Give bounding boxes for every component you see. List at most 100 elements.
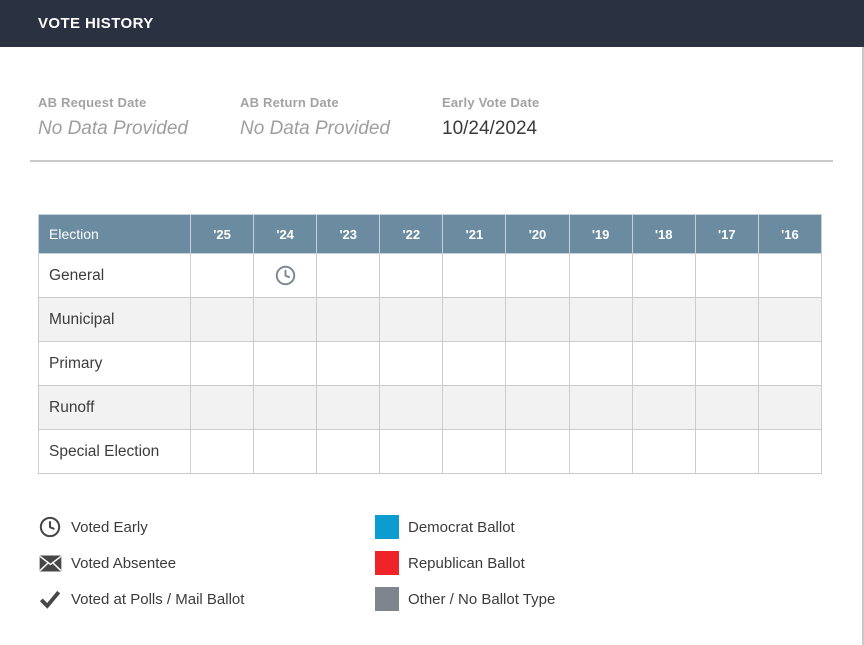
legend-column-icons: Voted Early Voted Absentee Voted at Polls … — [38, 515, 375, 623]
clock-icon — [39, 516, 61, 538]
clock-icon-box — [38, 515, 62, 539]
legend-item-voted-absentee: Voted Absentee — [38, 551, 375, 575]
election-column-header: Election — [38, 214, 191, 254]
table-row: Runoff — [38, 385, 823, 430]
legend-label: Other / No Ballot Type — [408, 590, 556, 608]
vote-cell — [631, 297, 696, 342]
vote-cell — [253, 253, 318, 298]
vote-cell — [505, 253, 570, 298]
vote-cell — [189, 297, 255, 342]
vote-cell — [568, 385, 633, 430]
ab-return-date-value: No Data Provided — [240, 118, 390, 139]
legend-item-other-ballot-type: Other / No Ballot Type — [375, 587, 555, 611]
year-column-header: '18 — [631, 214, 696, 254]
legend-item-voted-early: Voted Early — [38, 515, 375, 539]
table-row: Primary — [38, 341, 823, 386]
vote-cell — [189, 253, 255, 298]
election-type-label: Municipal — [38, 297, 191, 342]
envelope-icon-box — [38, 551, 62, 575]
check-icon-box — [38, 587, 62, 611]
table-row: Municipal — [38, 297, 823, 342]
vote-cell — [757, 341, 823, 386]
vote-cell — [442, 253, 507, 298]
vote-cell — [694, 385, 759, 430]
ab-request-date-label: AB Request Date — [38, 95, 147, 110]
vote-cell — [379, 253, 444, 298]
vote-cell — [757, 429, 823, 474]
vote-cell — [379, 341, 444, 386]
ab-return-date-field: AB Return Date No Data Provided — [240, 95, 442, 142]
democrat-ballot-swatch — [375, 515, 399, 539]
year-column-header: '22 — [379, 214, 444, 254]
vote-cell — [568, 429, 633, 474]
legend-label: Republican Ballot — [408, 554, 525, 572]
vote-cell — [505, 429, 570, 474]
voted-early-icon — [275, 265, 295, 286]
vote-cell — [442, 429, 507, 474]
vote-cell — [568, 297, 633, 342]
year-column-header: '24 — [253, 214, 318, 254]
vote-cell — [694, 297, 759, 342]
vote-cell — [253, 297, 318, 342]
table-row: General — [38, 253, 823, 298]
vote-cell — [316, 341, 381, 386]
vote-cell — [316, 253, 381, 298]
vote-cell — [505, 341, 570, 386]
vote-cell — [253, 341, 318, 386]
section-divider — [30, 160, 833, 162]
vote-cell — [757, 253, 823, 298]
vote-cell — [694, 253, 759, 298]
vote-cell — [694, 429, 759, 474]
election-type-label: Runoff — [38, 385, 191, 430]
page-title: VOTE HISTORY — [38, 15, 154, 32]
vote-cell — [442, 385, 507, 430]
vote-cell — [379, 297, 444, 342]
vote-cell — [189, 385, 255, 430]
ab-request-date-field: AB Request Date No Data Provided — [38, 95, 240, 142]
early-vote-date-value: 10/24/2024 — [442, 118, 538, 139]
year-column-header: '25 — [189, 214, 255, 254]
table-body: General Municipal Primary Runoff Special Ele… — [38, 253, 823, 474]
legend-item-republican-ballot: Republican Ballot — [375, 551, 555, 575]
vote-cell — [379, 429, 444, 474]
vote-cell — [189, 341, 255, 386]
year-column-header: '16 — [757, 214, 823, 254]
early-vote-date-field: Early Vote Date 10/24/2024 — [442, 95, 644, 142]
year-column-header: '20 — [505, 214, 570, 254]
early-vote-date-label: Early Vote Date — [442, 95, 540, 110]
summary-fields: AB Request Date No Data Provided AB Retu… — [0, 47, 864, 142]
year-column-header: '19 — [568, 214, 633, 254]
legend-label: Voted at Polls / Mail Ballot — [71, 590, 245, 608]
legend-label: Democrat Ballot — [408, 518, 515, 536]
ab-request-date-value: No Data Provided — [38, 118, 188, 139]
vote-cell — [379, 385, 444, 430]
election-type-label: Primary — [38, 341, 191, 386]
table-row: Special Election — [38, 429, 823, 474]
republican-ballot-swatch — [375, 551, 399, 575]
other-ballot-type-swatch — [375, 587, 399, 611]
vote-cell — [505, 297, 570, 342]
vote-cell — [253, 385, 318, 430]
vote-history-table: Election '25'24'23'22'21'20'19'18'17'16 … — [38, 214, 823, 474]
vote-cell — [316, 429, 381, 474]
vote-cell — [568, 253, 633, 298]
vote-cell — [316, 385, 381, 430]
year-column-header: '21 — [442, 214, 507, 254]
vote-cell — [757, 297, 823, 342]
vote-cell — [757, 385, 823, 430]
page-right-border — [862, 47, 864, 645]
table-header-row: Election '25'24'23'22'21'20'19'18'17'16 — [38, 214, 823, 254]
legend-item-democrat-ballot: Democrat Ballot — [375, 515, 555, 539]
vote-cell — [631, 253, 696, 298]
year-column-header: '17 — [694, 214, 759, 254]
vote-cell — [631, 385, 696, 430]
legend: Voted Early Voted Absentee Voted at Polls … — [38, 515, 864, 623]
year-column-header: '23 — [316, 214, 381, 254]
vote-cell — [568, 341, 633, 386]
vote-cell — [316, 297, 381, 342]
ab-return-date-label: AB Return Date — [240, 95, 339, 110]
election-type-label: General — [38, 253, 191, 298]
vote-cell — [631, 429, 696, 474]
election-type-label: Special Election — [38, 429, 191, 474]
vote-cell — [189, 429, 255, 474]
